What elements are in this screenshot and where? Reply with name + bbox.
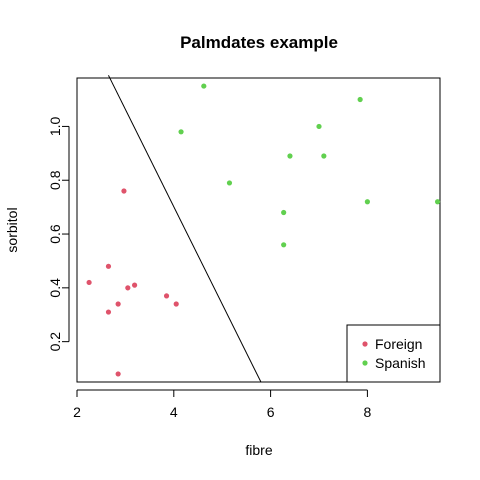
- spanish-point: [434, 199, 441, 205]
- spanish-point: [357, 96, 363, 103]
- foreign-point: [121, 188, 127, 194]
- legend-label-foreign: Foreign: [375, 336, 422, 352]
- y-tick-label: 0.8: [47, 170, 63, 190]
- y-tick-label: 0.2: [47, 332, 63, 352]
- spanish-point: [316, 123, 322, 130]
- y-tick-label: 1.0: [47, 116, 63, 136]
- legend-marker-spanish: [362, 360, 368, 366]
- foreign-point: [125, 285, 131, 291]
- x-axis: 2 4 6 8: [73, 389, 372, 420]
- spanish-point: [281, 242, 287, 248]
- foreign-point: [115, 301, 121, 307]
- y-tick-label: 0.6: [47, 224, 63, 244]
- spanish-point: [201, 83, 207, 89]
- legend-box: [346, 324, 441, 383]
- foreign-point: [105, 309, 112, 315]
- data-points: [86, 83, 441, 377]
- foreign-point: [105, 263, 112, 269]
- foreign-point: [173, 301, 179, 307]
- spanish-point: [226, 180, 233, 186]
- legend-label-spanish: Spanish: [375, 355, 426, 371]
- legend: Foreign Spanish: [346, 324, 441, 383]
- x-tick-label: 6: [267, 404, 275, 420]
- x-tick-label: 2: [73, 404, 81, 420]
- x-axis-title: fibre: [245, 442, 272, 458]
- y-axis-title: sorbitol: [4, 207, 20, 252]
- decision-boundary: [108, 75, 262, 383]
- boundary-line: [108, 75, 262, 383]
- y-tick-label: 0.4: [47, 278, 63, 298]
- spanish-point: [178, 129, 184, 135]
- plot-frame: [76, 77, 441, 383]
- spanish-point: [364, 199, 370, 205]
- foreign-point: [86, 279, 92, 286]
- spanish-point: [321, 153, 327, 159]
- spanish-point: [287, 153, 293, 159]
- x-tick-label: 8: [364, 404, 372, 420]
- legend-marker-foreign: [362, 341, 368, 347]
- x-tick-label: 4: [170, 404, 178, 420]
- spanish-point: [281, 209, 287, 216]
- foreign-point: [131, 282, 138, 288]
- foreign-point: [163, 293, 170, 299]
- chart-title: Palmdates example: [180, 33, 338, 52]
- foreign-point: [115, 371, 121, 377]
- y-axis: 0.2 0.4 0.6 0.8 1.0: [47, 116, 70, 352]
